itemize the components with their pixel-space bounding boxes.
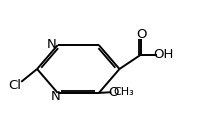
Text: Cl: Cl bbox=[8, 79, 22, 92]
Text: O: O bbox=[136, 28, 146, 41]
Text: CH₃: CH₃ bbox=[114, 87, 134, 97]
Text: OH: OH bbox=[153, 48, 173, 61]
Text: N: N bbox=[51, 90, 61, 103]
Text: N: N bbox=[47, 38, 57, 51]
Text: O: O bbox=[108, 86, 118, 99]
